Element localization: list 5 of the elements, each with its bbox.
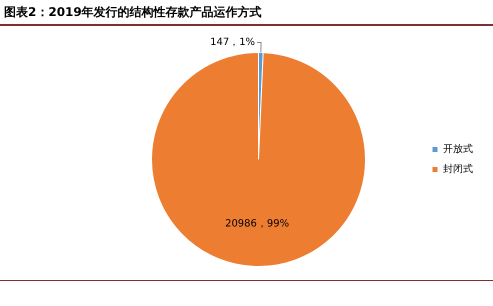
legend-label: 封闭式 <box>443 163 473 176</box>
legend-label: 开放式 <box>443 143 473 156</box>
data-label: 20986，99% <box>225 218 290 230</box>
data-label: 147，1% <box>210 37 256 48</box>
chart-title: 图表2：2019年发行的结构性存款产品运作方式 <box>4 4 262 21</box>
